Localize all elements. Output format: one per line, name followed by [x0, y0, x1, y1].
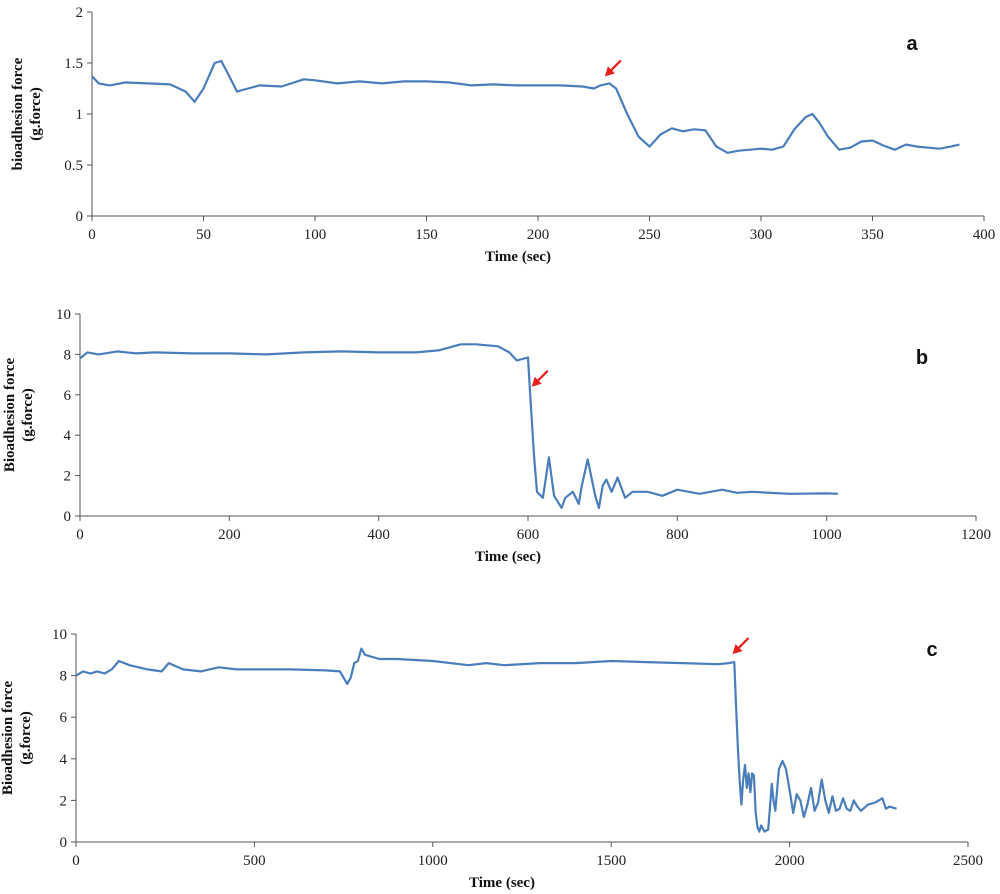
x-tick-label: 1500 [596, 853, 626, 869]
x-tick-label: 150 [415, 227, 438, 243]
y-tick-label: 0 [64, 509, 72, 525]
y-tick-label: 1.5 [64, 56, 83, 72]
y-tick-label: 2 [64, 469, 72, 485]
x-tick-label: 50 [196, 227, 211, 243]
y-tick-label: 8 [60, 669, 68, 685]
x-tick-label: 2000 [775, 853, 805, 869]
x-tick-label: 1200 [961, 527, 991, 543]
x-axis-title: Time (sec) [485, 249, 551, 265]
y-tick-label: 6 [60, 710, 68, 726]
y-tick-label: 0 [76, 209, 84, 225]
y-axis-title: bioadhesion force [10, 57, 26, 170]
x-axis-title: Time (sec) [475, 549, 541, 565]
x-tick-label: 800 [666, 527, 689, 543]
x-tick-label: 0 [72, 853, 80, 869]
y-tick-label: 8 [64, 347, 72, 363]
x-tick-label: 300 [750, 227, 773, 243]
y-tick-label: 1 [76, 107, 84, 123]
x-tick-label: 2500 [953, 853, 983, 869]
y-tick-label: 10 [56, 307, 71, 323]
x-tick-label: 400 [367, 527, 390, 543]
detachment-arrow [531, 370, 549, 387]
x-tick-label: 1000 [418, 853, 448, 869]
x-tick-label: 1000 [812, 527, 842, 543]
x-tick-label: 200 [527, 227, 550, 243]
y-axis-title: (g.force) [28, 87, 44, 140]
y-tick-label: 6 [64, 388, 72, 404]
arrow-head [732, 644, 743, 655]
x-tick-label: 400 [973, 227, 996, 243]
y-tick-label: 10 [52, 627, 67, 643]
x-tick-label: 600 [517, 527, 540, 543]
x-tick-label: 250 [638, 227, 661, 243]
arrow-head [604, 66, 615, 77]
series-line [91, 59, 960, 154]
y-tick-label: 0.5 [64, 158, 83, 174]
x-tick-label: 0 [88, 227, 96, 243]
y-axis-title: (g.force) [18, 711, 34, 764]
x-axis-title: Time (sec) [469, 875, 535, 891]
y-tick-label: 4 [64, 428, 72, 444]
x-tick-label: 100 [304, 227, 327, 243]
arrow-head [531, 376, 542, 387]
panel-b: 0 2 4 6 8 10 0 200 400 600 800 1000 1200 Time (sec) Bi… [2, 307, 991, 565]
x-tick-label: 500 [243, 853, 266, 869]
series-line [75, 647, 897, 833]
y-tick-label: 2 [60, 793, 68, 809]
panel-label: b [916, 347, 928, 369]
y-axis-title: (g.force) [20, 388, 36, 441]
x-tick-label: 200 [218, 527, 241, 543]
series-line [79, 343, 838, 509]
panel-c: 0 2 4 6 8 10 0 500 1000 1500 2000 2500 Time (sec) Bio… [0, 627, 983, 891]
detachment-arrow [732, 637, 750, 655]
panel-label: a [906, 33, 918, 55]
x-tick-label: 350 [861, 227, 884, 243]
panel-a: 0 0.5 1 1.5 2 0 50 100 150 200 250 300 350 400 Time (s… [10, 5, 995, 265]
panel-label: c [926, 639, 937, 661]
x-tick-label: 0 [76, 527, 84, 543]
y-tick-label: 2 [76, 5, 84, 21]
y-tick-label: 4 [60, 752, 68, 768]
y-tick-label: 0 [60, 835, 68, 851]
y-axis-title: Bioadhesion force [2, 358, 18, 473]
detachment-arrow [604, 59, 622, 77]
y-axis-title: Bioadhesion force [0, 681, 16, 796]
